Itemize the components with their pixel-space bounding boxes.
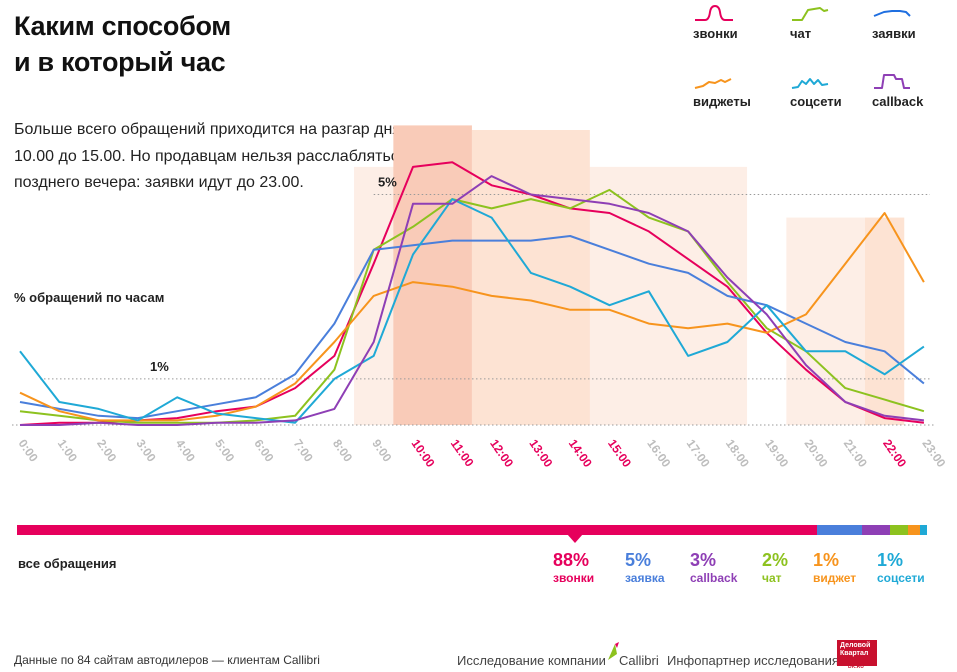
legend-item-socseti: соцсети xyxy=(790,70,870,110)
legend-label: callback xyxy=(872,94,924,109)
share-item: 88% звонки xyxy=(553,550,594,585)
reference-label: 1% xyxy=(150,359,169,374)
summary-marker-icon xyxy=(567,534,583,543)
x-tick-label: 11:00 xyxy=(448,437,477,470)
series-line-vidzhety xyxy=(19,212,925,422)
summary-segment xyxy=(920,525,927,535)
x-tick-label: 0:00 xyxy=(16,437,41,465)
series-line-zayavki xyxy=(19,235,925,420)
x-tick-label: 18:00 xyxy=(723,437,752,470)
x-tick-label: 7:00 xyxy=(291,437,316,465)
series-line-chat xyxy=(19,188,925,424)
page-title: Каким способом и в который час xyxy=(14,8,231,80)
x-tick-label: 17:00 xyxy=(684,437,713,470)
legend-zvonki-icon xyxy=(695,5,733,21)
legend-item-zayavki: заявки xyxy=(872,2,952,42)
summary-label: все обращения xyxy=(18,556,117,571)
callibri-name: Callibri xyxy=(619,653,659,668)
share-percent: 2% xyxy=(762,550,789,570)
share-name: чат xyxy=(762,571,782,585)
share-name: соцсети xyxy=(877,571,925,585)
dk-logo-line-2: Квартал xyxy=(840,650,869,657)
dk-logo-line-1: Деловой xyxy=(840,642,871,649)
shade-late-band xyxy=(864,217,905,425)
legend-zayavki-icon xyxy=(873,10,911,17)
x-tick-label: 19:00 xyxy=(762,437,791,470)
x-tick-label: 3:00 xyxy=(133,437,158,465)
x-tick-label: 5:00 xyxy=(212,437,237,465)
callibri-logo-icon xyxy=(608,642,619,660)
x-tick-label: 22:00 xyxy=(880,437,909,470)
footer-study: Исследование компании xyxy=(457,653,606,668)
shade-mid-band xyxy=(471,130,590,425)
legend-socseti-icon xyxy=(791,78,829,89)
footer-source: Данные по 84 сайтам автодилеров — клиент… xyxy=(14,653,320,667)
title-line-2: и в который час xyxy=(14,47,226,77)
share-percent: 88% xyxy=(553,550,590,570)
x-tick-label: 2:00 xyxy=(94,437,119,465)
summary-segment xyxy=(17,525,817,535)
x-tick-label: 1:00 xyxy=(55,437,80,465)
shade-evening-band xyxy=(786,217,865,425)
summary-segment xyxy=(862,525,890,535)
legend-label: звонки xyxy=(693,26,738,41)
x-tick-label: 13:00 xyxy=(526,437,555,470)
legend-chat-icon xyxy=(792,7,829,21)
share-item: 1% соцсети xyxy=(877,550,925,585)
share-percent: 1% xyxy=(877,550,904,570)
share-name: callback xyxy=(690,571,738,585)
share-percent: 1% xyxy=(813,550,840,570)
series-line-socseti xyxy=(19,198,925,424)
shade-peak-band xyxy=(393,125,472,425)
x-tick-label: 14:00 xyxy=(566,437,595,470)
share-item: 1% виджет xyxy=(813,550,856,585)
share-percent: 3% xyxy=(690,550,717,570)
series-line-callback xyxy=(20,175,925,426)
chart: 1% 5% % обращений по часам 0:00 1:00 2:00 3:00… xyxy=(12,125,949,470)
share-item: 5% заявка xyxy=(625,550,665,585)
dk-logo-sub: DK.RU xyxy=(848,664,864,670)
legend-label: чат xyxy=(790,26,812,41)
x-tick-label: 10:00 xyxy=(409,437,438,470)
x-tick-label: 12:00 xyxy=(487,437,516,470)
x-tick-label: 23:00 xyxy=(919,437,948,470)
x-tick-label: 21:00 xyxy=(841,437,870,470)
summary-bar xyxy=(17,525,927,535)
share-item: 3% callback xyxy=(690,550,737,585)
x-tick-label: 20:00 xyxy=(802,437,831,470)
reference-label: 5% xyxy=(378,175,397,190)
legend-label: заявки xyxy=(872,26,916,41)
legend-vidzhety-icon xyxy=(694,78,732,89)
y-axis-label: % обращений по часам xyxy=(14,290,164,305)
x-tick-label: 8:00 xyxy=(330,437,355,465)
series-line-zvonki xyxy=(19,161,925,426)
share-name: звонки xyxy=(553,571,595,585)
dk-logo: Деловой Квартал xyxy=(837,640,877,666)
share-percent: 5% xyxy=(625,550,652,570)
legend-callback-icon xyxy=(874,74,910,89)
share-name: виджет xyxy=(813,571,857,585)
share-name: заявка xyxy=(625,571,665,585)
x-tick-label: 9:00 xyxy=(369,437,394,465)
x-tick-label: 15:00 xyxy=(605,437,634,470)
legend-label: соцсети xyxy=(790,94,842,109)
legend-item-zvonki: звонки xyxy=(693,2,773,42)
summary-segment xyxy=(817,525,862,535)
summary-segment xyxy=(890,525,908,535)
legend-item-callback: callback xyxy=(872,70,952,110)
legend-item-vidzhety: виджеты xyxy=(693,70,773,110)
x-tick-label: 4:00 xyxy=(173,437,198,465)
legend-label: виджеты xyxy=(693,94,751,109)
footer-partner: Инфопартнер исследования xyxy=(667,653,839,668)
x-tick-label: 16:00 xyxy=(644,437,673,470)
share-item: 2% чат xyxy=(762,550,788,585)
title-line-1: Каким способом xyxy=(14,11,231,41)
summary-segment xyxy=(908,525,920,535)
legend-item-chat: чат xyxy=(790,2,870,42)
intro-text: Больше всего обращений приходится на раз… xyxy=(14,121,431,191)
x-tick-label: 6:00 xyxy=(251,437,276,465)
